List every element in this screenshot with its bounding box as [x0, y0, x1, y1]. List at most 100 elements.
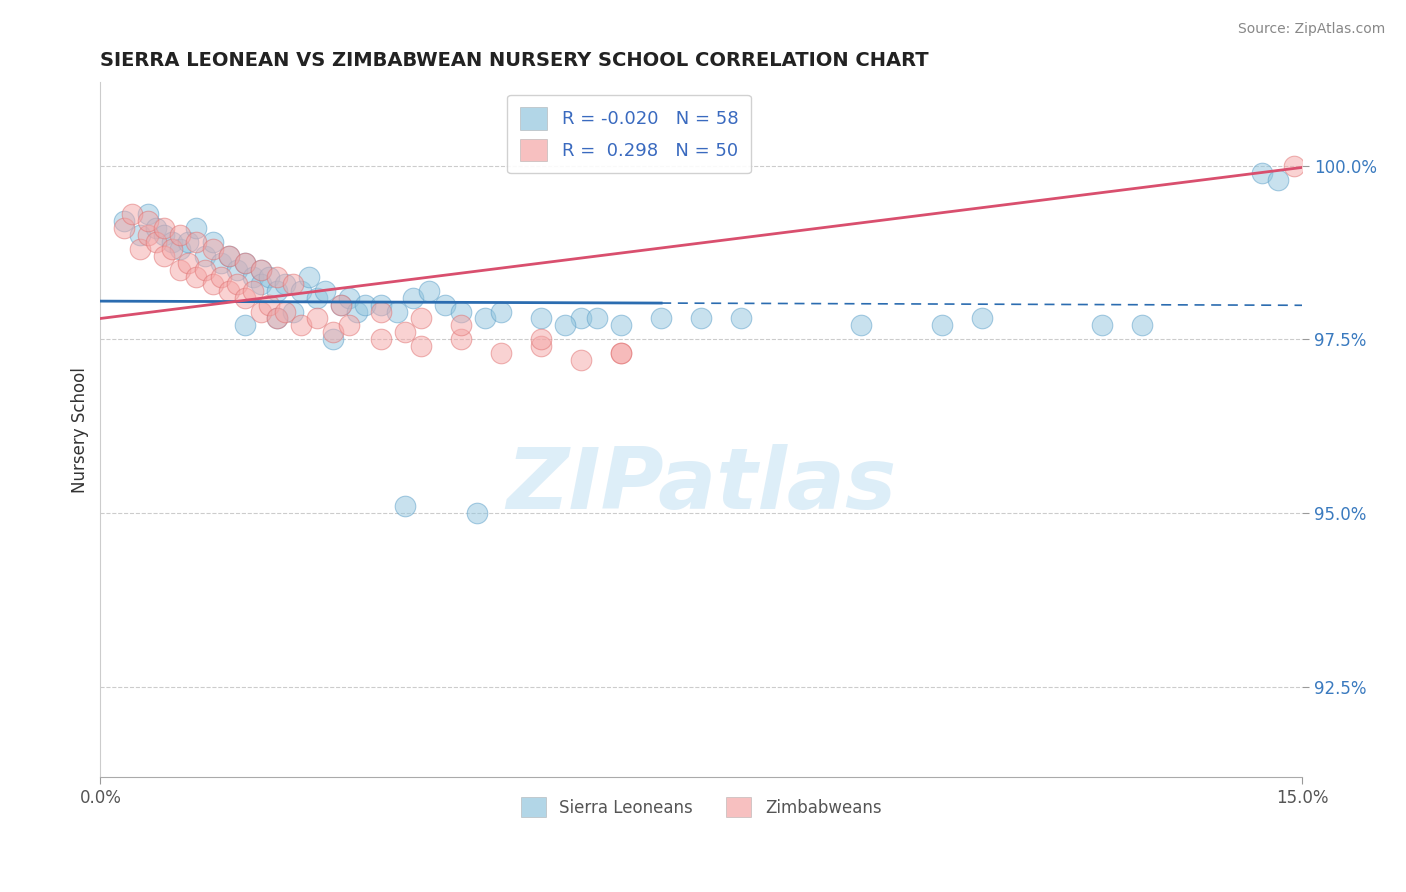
Point [290, 284, 312, 298]
Point [530, 332, 553, 346]
Point [970, 311, 993, 326]
Point [931, 318, 953, 333]
Point [1130, 318, 1153, 333]
Point [153, 249, 176, 263]
Point [409, 339, 432, 353]
Point [201, 242, 224, 256]
Point [305, 291, 328, 305]
Point [554, 318, 576, 333]
Text: ZIPatlas: ZIPatlas [506, 443, 897, 526]
Point [370, 297, 392, 311]
Point [218, 249, 240, 263]
Point [266, 311, 288, 326]
Point [418, 284, 440, 298]
Point [209, 256, 232, 270]
Point [138, 228, 160, 243]
Point [322, 332, 344, 346]
Point [610, 318, 633, 333]
Point [569, 353, 592, 368]
Point [353, 297, 375, 311]
Point [153, 221, 176, 235]
Point [218, 249, 240, 263]
Point [145, 221, 167, 235]
Point [169, 242, 191, 256]
Legend: Sierra Leoneans, Zimbabweans: Sierra Leoneans, Zimbabweans [515, 790, 889, 824]
Point [121, 207, 143, 221]
Point [233, 256, 256, 270]
Point [610, 346, 633, 360]
Y-axis label: Nursery School: Nursery School [72, 367, 89, 492]
Point [273, 304, 295, 318]
Point [249, 263, 271, 277]
Point [257, 269, 280, 284]
Point [465, 506, 488, 520]
Point [450, 318, 472, 333]
Point [193, 263, 215, 277]
Point [193, 249, 215, 263]
Point [329, 297, 352, 311]
Point [281, 304, 304, 318]
Point [305, 311, 328, 326]
Point [138, 214, 160, 228]
Point [209, 269, 232, 284]
Point [225, 277, 247, 291]
Point [489, 304, 512, 318]
Point [153, 228, 176, 243]
Point [530, 311, 553, 326]
Point [169, 228, 191, 243]
Point [233, 318, 256, 333]
Point [225, 263, 247, 277]
Point [201, 277, 224, 291]
Point [322, 326, 344, 340]
Point [242, 284, 264, 298]
Point [402, 291, 425, 305]
Point [569, 311, 592, 326]
Point [1282, 159, 1305, 173]
Point [586, 311, 609, 326]
Point [650, 311, 672, 326]
Point [337, 291, 360, 305]
Point [298, 269, 321, 284]
Point [112, 221, 135, 235]
Point [266, 284, 288, 298]
Point [370, 332, 392, 346]
Point [474, 311, 496, 326]
Point [450, 332, 472, 346]
Point [329, 297, 352, 311]
Point [169, 263, 191, 277]
Point [233, 256, 256, 270]
Point [394, 499, 416, 513]
Point [249, 277, 271, 291]
Point [409, 311, 432, 326]
Point [266, 269, 288, 284]
Point [489, 346, 512, 360]
Text: Source: ZipAtlas.com: Source: ZipAtlas.com [1237, 22, 1385, 37]
Point [162, 242, 184, 256]
Point [233, 291, 256, 305]
Point [370, 304, 392, 318]
Point [218, 284, 240, 298]
Point [851, 318, 873, 333]
Point [162, 235, 184, 249]
Point [129, 242, 152, 256]
Point [394, 326, 416, 340]
Point [186, 235, 208, 249]
Point [690, 311, 713, 326]
Point [385, 304, 408, 318]
Point [433, 297, 456, 311]
Point [177, 256, 200, 270]
Point [730, 311, 752, 326]
Point [1267, 172, 1289, 186]
Point [257, 297, 280, 311]
Point [186, 269, 208, 284]
Point [145, 235, 167, 249]
Point [266, 311, 288, 326]
Point [249, 304, 271, 318]
Point [129, 228, 152, 243]
Point [610, 346, 633, 360]
Point [337, 318, 360, 333]
Text: SIERRA LEONEAN VS ZIMBABWEAN NURSERY SCHOOL CORRELATION CHART: SIERRA LEONEAN VS ZIMBABWEAN NURSERY SCH… [100, 51, 929, 70]
Point [273, 277, 295, 291]
Point [112, 214, 135, 228]
Point [249, 263, 271, 277]
